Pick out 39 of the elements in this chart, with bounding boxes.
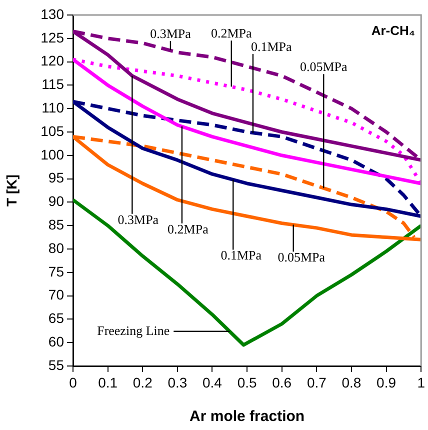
- y-tick-label: 90: [48, 193, 64, 210]
- y-axis-title: T [K]: [3, 174, 20, 206]
- x-tick-label: 0.9: [376, 374, 396, 390]
- y-tick-label: 95: [48, 170, 64, 186]
- y-tick-label: 105: [40, 122, 64, 139]
- x-tick-label: 0.8: [342, 374, 362, 390]
- y-tick-label: 115: [42, 76, 64, 92]
- y-tick-label: 60: [48, 333, 64, 350]
- annotation: Ar-CH₄: [371, 23, 416, 38]
- x-tick-label: 0.3: [168, 374, 188, 390]
- y-tick-label: 130: [40, 6, 64, 22]
- annotation: 0.1MPa: [220, 248, 262, 263]
- x-tick-label: 1: [417, 374, 426, 390]
- x-tick-label: 0: [69, 374, 78, 390]
- y-tick-label: 55: [48, 356, 64, 373]
- x-tick-label: 0.7: [306, 374, 327, 390]
- annotation: Freezing Line: [97, 322, 170, 338]
- y-tick-label: 120: [40, 52, 64, 69]
- y-tick-label: 110: [42, 99, 64, 116]
- x-tick-label: 0.2: [132, 374, 153, 390]
- x-tick-label: 0.4: [202, 374, 222, 390]
- y-tick-label: 85: [48, 216, 64, 232]
- y-tick-label: 80: [48, 240, 64, 256]
- y-tick-label: 125: [40, 29, 64, 46]
- y-tick-label: 70: [48, 286, 64, 303]
- y-tick-label: 65: [48, 310, 64, 326]
- annotation: 0.05MPa: [278, 250, 326, 265]
- x-tick-label: 0.6: [272, 374, 292, 390]
- x-tick-label: 0.5: [237, 374, 257, 390]
- annotation: 0.3MPa: [150, 26, 192, 42]
- annotation: 0.3MPa: [118, 212, 159, 227]
- annotation: 0.1MPa: [250, 38, 292, 54]
- annotation: 0.2MPa: [210, 26, 252, 41]
- y-tick-label: 75: [48, 263, 64, 280]
- x-tick-label: 0.1: [98, 374, 118, 390]
- x-axis-title: Ar mole fraction: [190, 408, 305, 426]
- y-tick-label: 100: [40, 146, 64, 162]
- annotation: 0.2MPa: [168, 221, 209, 236]
- annotation: 0.05MPa: [300, 59, 348, 74]
